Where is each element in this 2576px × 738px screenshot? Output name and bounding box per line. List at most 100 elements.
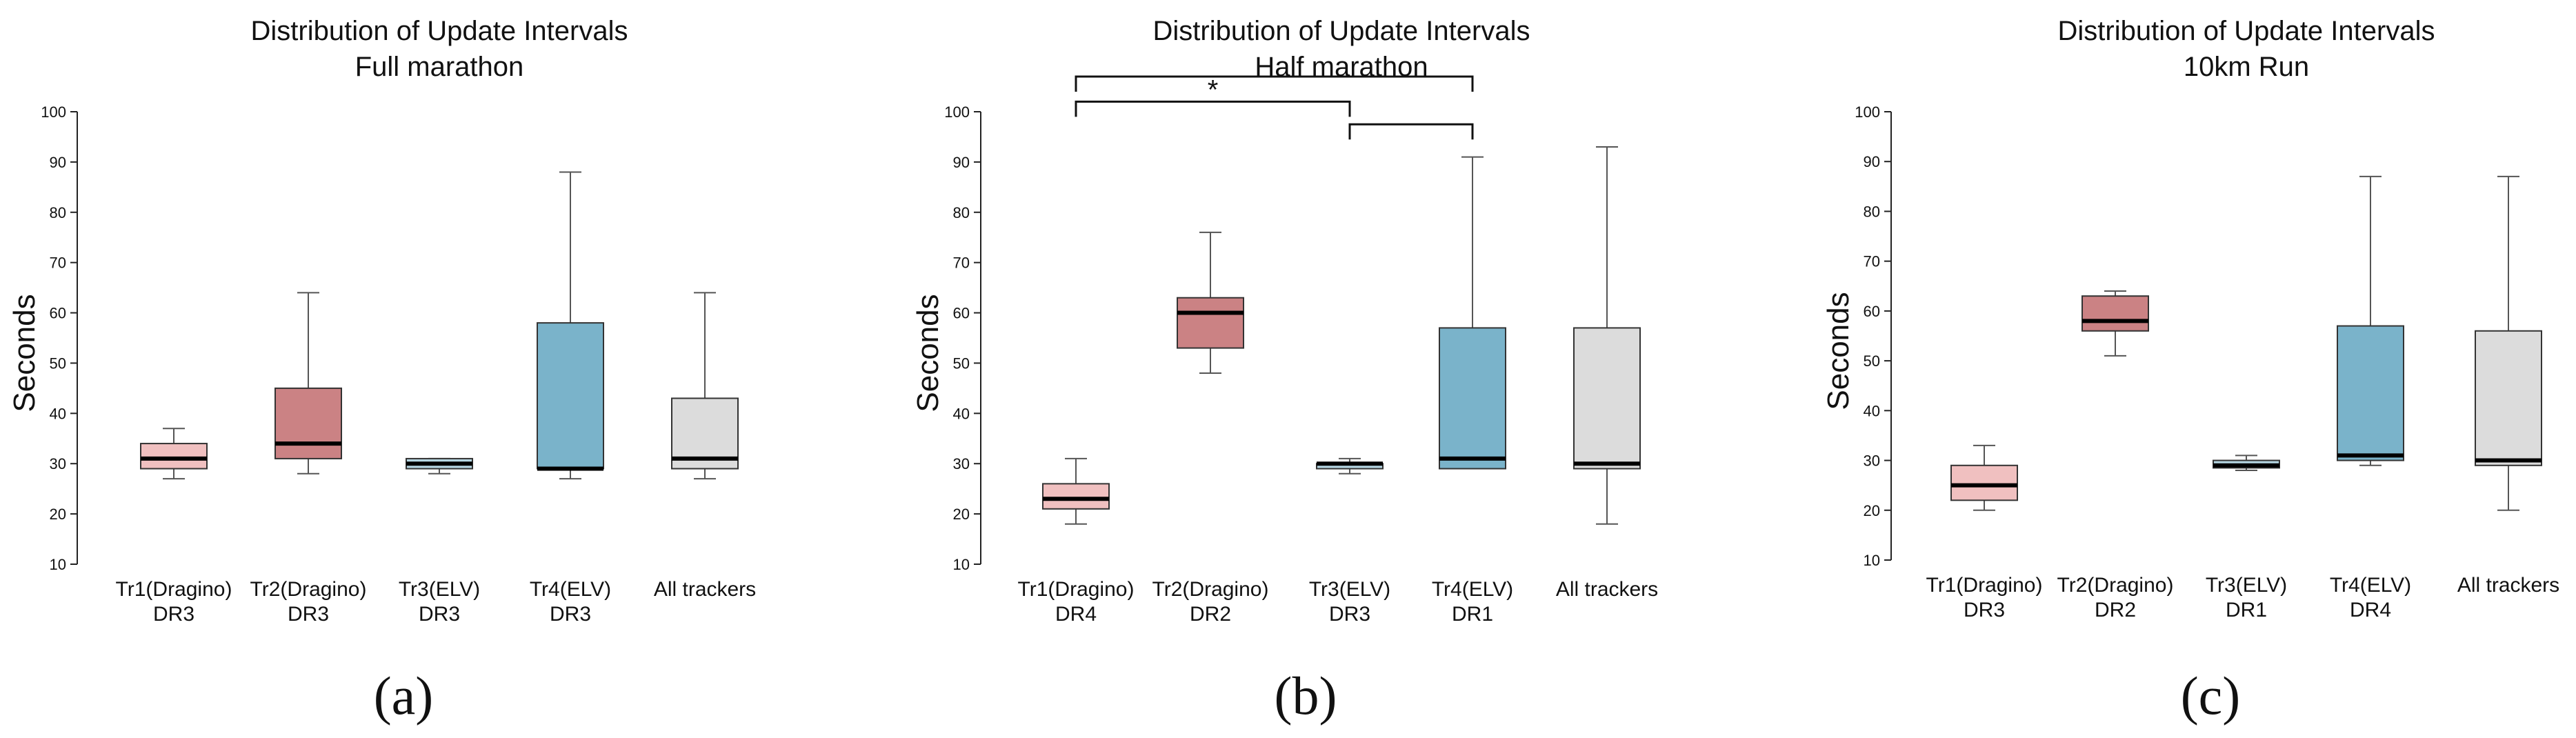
y-tick-label: 90 [953, 154, 970, 171]
category-sublabel: DR3 [419, 603, 460, 626]
iqr-box [2475, 330, 2542, 466]
chart-title: Distribution of Update Intervals [2058, 16, 2435, 46]
category-label: Tr1(Dragino) [1018, 578, 1135, 601]
y-tick-label: 40 [953, 405, 970, 422]
category-sublabel: DR4 [2350, 599, 2391, 621]
y-tick-label: 50 [50, 355, 66, 372]
iqr-box [140, 443, 208, 470]
iqr-box [1439, 327, 1506, 470]
panel-label: (c) [2181, 666, 2241, 726]
y-tick-label: 20 [50, 506, 66, 523]
y-tick-label: 40 [1864, 402, 1880, 419]
y-tick-label: 10 [953, 556, 970, 573]
y-tick-label: 100 [944, 103, 970, 121]
chart-title: Distribution of Update Intervals [1153, 16, 1530, 46]
box-0: Tr1(Dragino)DR3 [1926, 444, 2043, 621]
y-tick-label: 70 [953, 255, 970, 272]
panel-label: (b) [1275, 666, 1337, 726]
category-label: All trackers [2457, 574, 2559, 597]
category-label: Tr4(ELV) [1432, 578, 1513, 601]
category-label: Tr2(Dragino) [250, 578, 367, 601]
category-label: All trackers [654, 578, 756, 601]
y-tick-label: 30 [50, 455, 66, 472]
category-sublabel: DR3 [550, 603, 591, 626]
y-tick-label: 20 [1864, 502, 1880, 519]
box-0: Tr1(Dragino)DR4 [1018, 457, 1135, 626]
category-sublabel: DR2 [1190, 603, 1231, 626]
category-label: Tr1(Dragino) [1926, 574, 2043, 597]
y-tick-label: 100 [1855, 103, 1880, 121]
category-label: Tr3(ELV) [399, 578, 480, 601]
y-tick-label: 90 [1864, 153, 1880, 170]
chart-subtitle: 10km Run [2184, 52, 2309, 82]
bracket-line [1075, 75, 1474, 92]
y-tick-label: 50 [953, 355, 970, 372]
y-tick-label: 40 [50, 405, 66, 422]
category-sublabel: DR1 [2226, 599, 2267, 621]
box-4: All trackers [2457, 175, 2559, 597]
box-1: Tr2(Dragino)DR2 [2057, 290, 2174, 621]
category-sublabel: DR4 [1055, 603, 1097, 626]
y-tick-label: 10 [50, 556, 66, 573]
box-4: All trackers [1556, 146, 1658, 601]
box-2: Tr3(ELV)DR3 [1309, 457, 1390, 626]
box-3: Tr4(ELV)DR3 [530, 171, 611, 626]
y-tick-label: 80 [50, 204, 66, 221]
category-label: Tr3(ELV) [2206, 574, 2287, 597]
y-tick-label: 70 [1864, 253, 1880, 270]
box-3: Tr4(ELV)DR1 [1432, 156, 1513, 626]
y-axis-label: Seconds [8, 294, 41, 412]
iqr-box [1573, 327, 1641, 470]
significance-bracket [1075, 75, 1474, 92]
box-0: Tr1(Dragino)DR3 [116, 428, 232, 626]
category-sublabel: DR3 [288, 603, 329, 626]
box-3: Tr4(ELV)DR4 [2330, 175, 2411, 621]
y-tick-label: 20 [953, 506, 970, 523]
box-1: Tr2(Dragino)DR3 [250, 292, 367, 626]
significance-bracket: * [1075, 74, 1351, 117]
category-sublabel: DR3 [1964, 599, 2005, 621]
bracket-line [1348, 123, 1474, 140]
y-tick-label: 60 [1864, 303, 1880, 320]
category-label: Tr1(Dragino) [116, 578, 232, 601]
y-tick-label: 60 [953, 305, 970, 322]
box-4: All trackers [654, 292, 756, 601]
y-tick-label: 70 [50, 255, 66, 272]
y-tick-label: 80 [1864, 203, 1880, 220]
category-sublabel: DR3 [1329, 603, 1370, 626]
category-label: Tr4(ELV) [530, 578, 611, 601]
category-sublabel: DR1 [1452, 603, 1493, 626]
iqr-box [2337, 325, 2404, 461]
iqr-box [274, 387, 342, 459]
box-2: Tr3(ELV)DR1 [2206, 455, 2287, 621]
box-1: Tr2(Dragino)DR2 [1152, 231, 1269, 626]
y-tick-label: 90 [50, 154, 66, 171]
category-sublabel: DR2 [2095, 599, 2136, 621]
boxplot-panel-0: Distribution of Update Intervals Full mar… [8, 16, 756, 726]
y-tick-label: 30 [1864, 452, 1880, 470]
category-sublabel: DR3 [153, 603, 194, 626]
box-2: Tr3(ELV)DR3 [399, 457, 480, 626]
y-tick-label: 10 [1864, 552, 1880, 569]
category-label: Tr4(ELV) [2330, 574, 2411, 597]
iqr-box [1177, 297, 1244, 349]
chart-title: Distribution of Update Intervals [251, 16, 628, 46]
boxplot-panel-2: Distribution of Update Intervals 10km Run… [1821, 16, 2559, 726]
category-label: All trackers [1556, 578, 1658, 601]
bracket-line [1075, 100, 1351, 117]
y-tick-label: 30 [953, 455, 970, 472]
iqr-box [1042, 483, 1110, 510]
y-tick-label: 50 [1864, 352, 1880, 370]
iqr-box [1950, 464, 2018, 501]
y-tick-label: 60 [50, 305, 66, 322]
chart-subtitle: Full marathon [355, 52, 524, 82]
category-label: Tr2(Dragino) [1152, 578, 1269, 601]
y-axis-label: Seconds [911, 294, 945, 412]
panel-label: (a) [374, 666, 434, 726]
iqr-box [2081, 295, 2149, 332]
significance-marker: * [1208, 74, 1219, 105]
category-label: Tr2(Dragino) [2057, 574, 2174, 597]
category-label: Tr3(ELV) [1309, 578, 1390, 601]
